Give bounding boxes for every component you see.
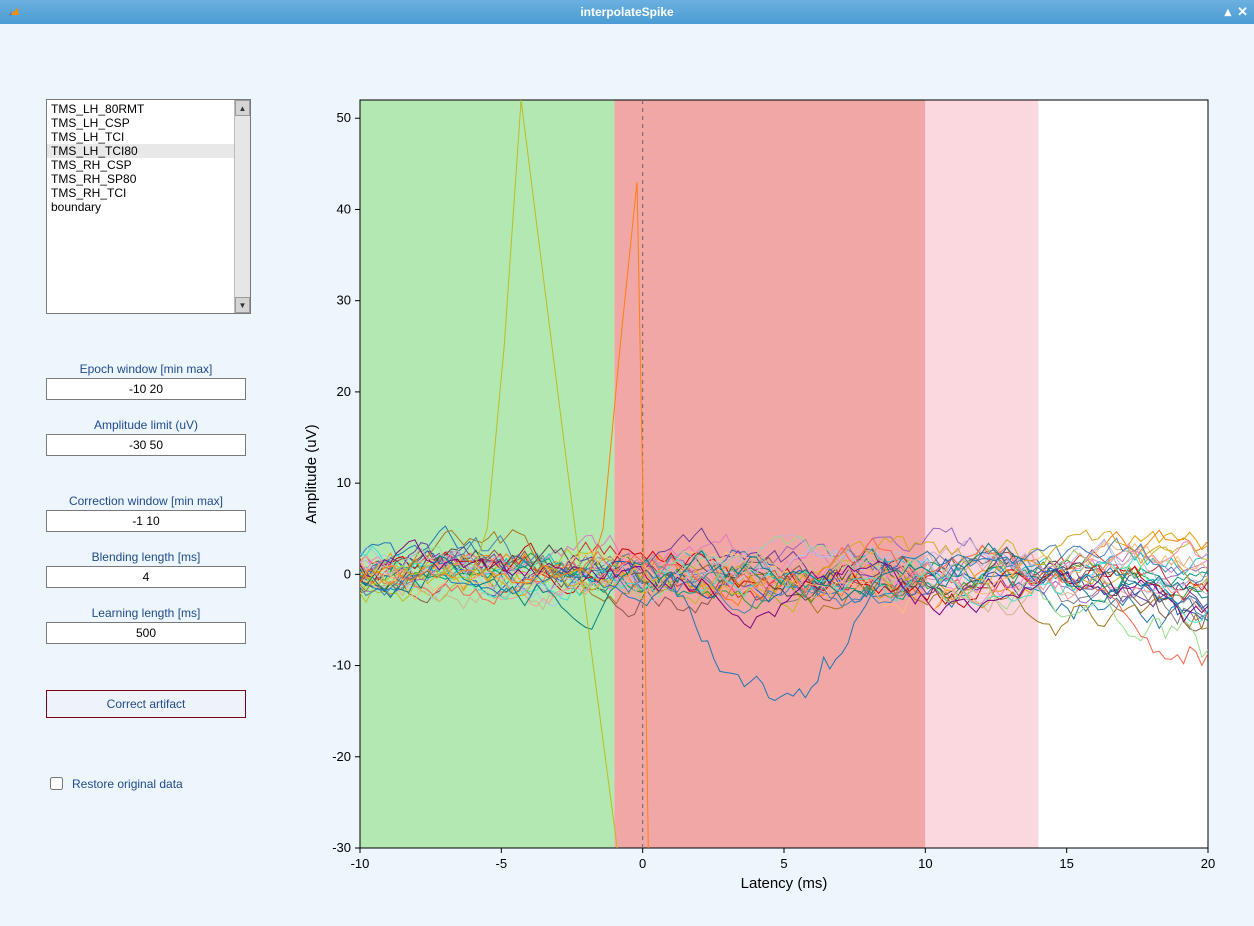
svg-text:10: 10 bbox=[337, 475, 351, 490]
learning-length-label: Learning length [ms] bbox=[46, 606, 246, 620]
svg-text:10: 10 bbox=[918, 856, 932, 871]
correction-window-input[interactable] bbox=[46, 510, 246, 532]
event-listbox[interactable]: TMS_LH_80RMTTMS_LH_CSPTMS_LH_TCITMS_LH_T… bbox=[46, 99, 251, 314]
svg-text:20: 20 bbox=[337, 384, 351, 399]
scroll-up-icon[interactable]: ▲ bbox=[235, 100, 250, 116]
svg-text:50: 50 bbox=[337, 110, 351, 125]
learning-length-input[interactable] bbox=[46, 622, 246, 644]
svg-text:40: 40 bbox=[337, 201, 351, 216]
listbox-item[interactable]: TMS_LH_80RMT bbox=[47, 102, 234, 116]
matlab-icon bbox=[6, 4, 22, 20]
correction-window-label: Correction window [min max] bbox=[46, 494, 246, 508]
left-panel: TMS_LH_80RMTTMS_LH_CSPTMS_LH_TCITMS_LH_T… bbox=[46, 99, 251, 793]
svg-text:0: 0 bbox=[639, 856, 646, 871]
restore-original-label: Restore original data bbox=[72, 777, 183, 791]
restore-original-checkbox-input[interactable] bbox=[50, 777, 63, 790]
svg-text:-10: -10 bbox=[332, 658, 351, 673]
scroll-down-icon[interactable]: ▼ bbox=[235, 297, 250, 313]
listbox-item[interactable]: TMS_RH_TCI bbox=[47, 186, 234, 200]
correct-artifact-button[interactable]: Correct artifact bbox=[46, 690, 246, 718]
svg-text:15: 15 bbox=[1059, 856, 1073, 871]
svg-text:-10: -10 bbox=[351, 856, 370, 871]
minimize-icon[interactable]: ▴ bbox=[1225, 4, 1232, 20]
listbox-item[interactable]: TMS_LH_TCI bbox=[47, 130, 234, 144]
svg-text:Amplitude (uV): Amplitude (uV) bbox=[303, 424, 320, 523]
restore-original-checkbox[interactable]: Restore original data bbox=[46, 774, 251, 793]
svg-text:0: 0 bbox=[344, 566, 351, 581]
amplitude-limit-label: Amplitude limit (uV) bbox=[46, 418, 246, 432]
epoch-window-label: Epoch window [min max] bbox=[46, 362, 246, 376]
close-icon[interactable]: ✕ bbox=[1237, 4, 1248, 20]
listbox-item[interactable]: TMS_LH_CSP bbox=[47, 116, 234, 130]
signal-chart: -10 -5 0 5 10 15 20 -30 -20 -10 0 10 20 30 40 50 Latency… bbox=[298, 90, 1218, 900]
app-body: TMS_LH_80RMTTMS_LH_CSPTMS_LH_TCITMS_LH_T… bbox=[0, 24, 1254, 926]
titlebar: interpolateSpike ▴ ✕ bbox=[0, 0, 1254, 24]
svg-text:30: 30 bbox=[337, 293, 351, 308]
window-title: interpolateSpike bbox=[580, 5, 673, 19]
blending-length-label: Blending length [ms] bbox=[46, 550, 246, 564]
svg-text:-30: -30 bbox=[332, 840, 351, 855]
listbox-item[interactable]: TMS_LH_TCI80 bbox=[47, 144, 234, 158]
svg-text:5: 5 bbox=[780, 856, 787, 871]
amplitude-limit-input[interactable] bbox=[46, 434, 246, 456]
svg-text:20: 20 bbox=[1201, 856, 1215, 871]
listbox-item[interactable]: boundary bbox=[47, 200, 234, 214]
svg-text:-5: -5 bbox=[496, 856, 508, 871]
svg-text:-20: -20 bbox=[332, 749, 351, 764]
epoch-window-input[interactable] bbox=[46, 378, 246, 400]
listbox-scrollbar[interactable]: ▲ ▼ bbox=[234, 100, 250, 313]
listbox-item[interactable]: TMS_RH_SP80 bbox=[47, 172, 234, 186]
blending-length-input[interactable] bbox=[46, 566, 246, 588]
listbox-item[interactable]: TMS_RH_CSP bbox=[47, 158, 234, 172]
svg-text:Latency (ms): Latency (ms) bbox=[741, 875, 828, 892]
